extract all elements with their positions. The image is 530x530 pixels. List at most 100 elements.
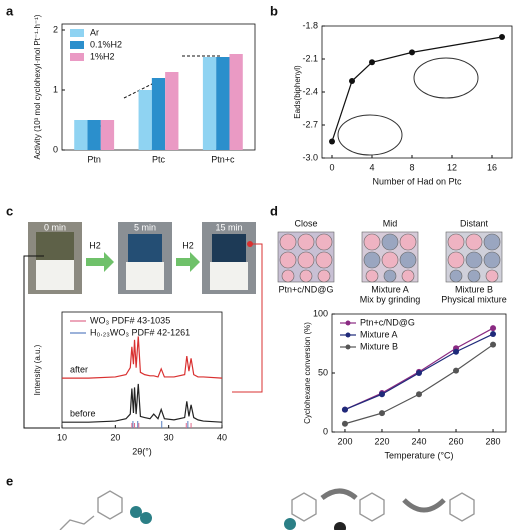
point [378,410,385,417]
panel-label: b [270,3,278,18]
x-tick-label: Ptn [87,154,101,164]
x-tick-label: 30 [164,432,174,442]
bar [74,120,88,150]
series-label: after [70,364,88,374]
y-tick-label: 50 [318,367,328,377]
panel-label: a [6,3,14,18]
bar [216,57,230,150]
point [453,367,460,374]
point [409,49,415,56]
y-tick-label: -2.7 [302,119,318,129]
y-tick-label: 1 [53,84,58,94]
y-tick-label: -2.4 [302,86,318,96]
series-line [62,336,223,379]
mixing-schematics [277,231,503,283]
series-line [344,344,494,425]
point [490,331,497,338]
x-tick-label: 12 [447,162,457,172]
schematic-title: Mid [383,218,398,228]
x-tick-label: 240 [411,436,426,446]
y-axis-label: Cyclohexane conversion (%) [303,322,312,424]
schematic-caption: Mixture A [371,284,409,294]
legend-marker [345,332,351,338]
y-tick-label: -2.1 [302,53,318,63]
legend-label: 0.1%H2 [90,39,122,49]
schematic-caption: Physical mixture [441,294,507,304]
x-tick-label: 20 [110,432,120,442]
legend-label: 1%H2 [90,51,115,61]
point [349,78,355,84]
x-tick-label: 220 [374,436,389,446]
panel-label: c [6,203,13,218]
x-axis-label: 2θ(°) [132,446,152,456]
legend-marker [345,320,351,326]
legend-label: H₀.₂₃WO₃ PDF# 42-1261 [90,327,190,337]
y-axis-label: Eads(biphenyl) [293,65,302,119]
x-tick-label: 8 [409,162,414,172]
legend-label: Mixture A [360,329,398,339]
schematic-title: Distant [460,218,489,228]
point [490,325,497,332]
series-label: before [70,409,96,419]
x-tick-label: 0 [329,162,334,172]
photo-label: 5 min [134,222,156,232]
y-tick-label: -1.8 [302,20,318,30]
legend-swatch [70,41,84,49]
x-tick-label: Ptc [152,154,166,164]
schematic-caption: Ptn+c/ND@G [279,284,334,294]
x-tick-label: 200 [337,436,352,446]
x-tick-label: Ptn+c [211,154,235,164]
schematic-title: Close [294,218,317,228]
point [378,391,385,398]
y-axis-label: Intensity (a.u.) [33,344,42,395]
photo-label: 0 min [44,222,66,232]
legend-label: Ptn+c/ND@G [360,317,415,327]
point [416,391,422,398]
point [499,34,505,40]
bar [138,90,152,150]
x-axis-label: Temperature (°C) [384,450,453,460]
vial-photos [23,222,263,429]
series-line [62,383,223,423]
schematic-caption: Mix by grinding [360,294,421,304]
panel-label: e [6,473,13,488]
legend-marker [345,344,351,350]
x-tick-label: 16 [487,162,497,172]
reaction-scheme [59,488,475,530]
point [369,59,375,66]
y-axis-label: Activity (10³ mol cyclohexyl·mol Pt⁻¹·h⁻… [33,14,42,159]
photo-label: 15 min [215,222,242,232]
bar [151,78,166,150]
bar [165,72,179,150]
x-tick-label: 4 [369,162,374,172]
x-tick-label: 280 [486,436,501,446]
point [341,420,348,427]
surface-illustration [413,57,479,99]
panel-label: d [270,203,278,218]
bar [229,54,243,150]
bar [100,120,115,150]
series-line [331,36,503,142]
plot-frame [61,311,223,429]
legend-swatch [70,29,84,37]
y-tick-label: -3.0 [302,152,318,162]
point [416,370,422,376]
point [341,406,348,413]
bar [202,57,217,150]
x-axis-label: Number of Had on Ptc [372,176,462,186]
arrow-label: H2 [89,240,101,250]
surface-illustration [337,114,403,156]
y-tick-label: 100 [313,308,328,318]
arrow-label: H2 [182,240,194,250]
y-tick-label: 0 [53,144,58,154]
point [490,341,497,348]
x-tick-label: 40 [217,432,227,442]
legend-label: Mixture B [360,341,398,351]
legend-swatch [70,53,84,61]
bar [87,120,101,150]
y-tick-label: 2 [53,24,58,34]
schematic-caption: Mixture B [455,284,493,294]
plot-frame [321,25,513,159]
x-tick-label: 10 [57,432,67,442]
